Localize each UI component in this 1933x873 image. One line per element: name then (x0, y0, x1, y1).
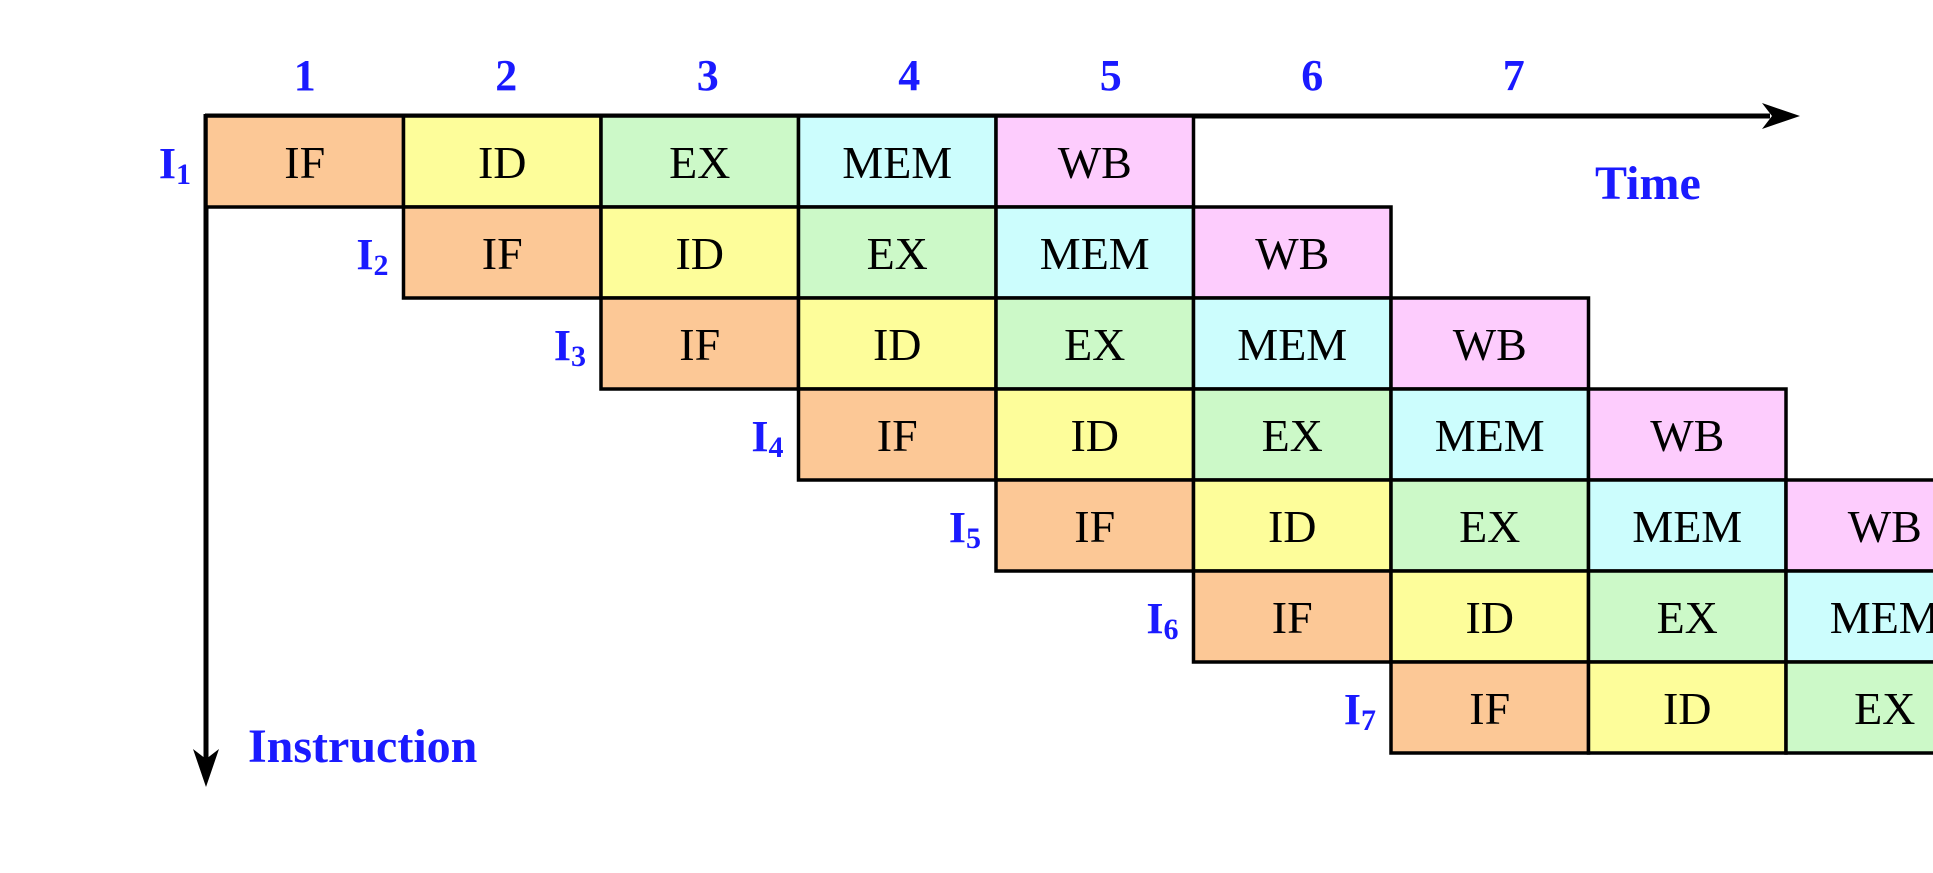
stage-box-wb (1389, 296, 1591, 391)
instruction-label: I7 (1344, 685, 1376, 737)
stage-label: EX (1657, 592, 1718, 643)
stage-box-id (1586, 660, 1788, 755)
stage-box-if (1191, 569, 1393, 664)
stage-box-wb (1784, 478, 1933, 573)
stage-label: EX (1064, 319, 1125, 370)
stage-label: IF (1272, 592, 1313, 643)
stage-label: WB (1650, 410, 1724, 461)
stage-box-mem (1191, 296, 1393, 391)
stage-box-id (599, 205, 801, 300)
stage-label: MEM (1237, 319, 1347, 370)
stage-label: WB (1058, 137, 1132, 188)
cycle-label: 6 (1301, 51, 1323, 100)
instruction-axis-arrow-icon (193, 749, 219, 787)
instruction-letter: I (1146, 594, 1163, 643)
stage-label: MEM (842, 137, 952, 188)
instruction-letter: I (949, 503, 966, 552)
stage-box-mem (1586, 478, 1788, 573)
stage-label: EX (1854, 683, 1915, 734)
instruction-row: I5 IF ID EX MEM WB (949, 478, 1933, 573)
stage-box-mem (796, 114, 998, 209)
cycle-label: 5 (1100, 51, 1122, 100)
cycle-label: 3 (697, 51, 719, 100)
instruction-letter: I (356, 230, 373, 279)
stage-box-id (401, 114, 603, 209)
stage-box-id (1389, 569, 1591, 664)
time-axis-arrow-icon (1762, 103, 1800, 129)
stage-label: IF (482, 228, 523, 279)
stage-box-wb (994, 114, 1196, 209)
instruction-index: 4 (769, 431, 784, 464)
stage-box-if (994, 478, 1196, 573)
stage-label: IF (284, 137, 325, 188)
stage-label: MEM (1830, 592, 1933, 643)
instruction-row: I6IFIDEXMEMWB (1146, 569, 1933, 664)
stage-label: IF (877, 410, 918, 461)
instruction-label: I6 (1146, 594, 1178, 646)
instruction-index: 1 (176, 158, 191, 191)
stage-box-wb (1191, 205, 1393, 300)
cycle-label: 1 (294, 51, 316, 100)
instruction-row: I7IFIDEXMEMWB (1344, 660, 1933, 755)
stage-label: ID (873, 319, 922, 370)
instruction-row: I4 IF ID EX MEM WB (751, 387, 1788, 482)
instruction-letter: I (554, 321, 571, 370)
stage-box-if (796, 387, 998, 482)
instruction-index: 6 (1164, 613, 1179, 646)
stage-label: EX (867, 228, 928, 279)
instruction-row: I2 IF ID EX MEM WB (356, 205, 1393, 300)
instruction-letter: I (1344, 685, 1361, 734)
instruction-index: 2 (374, 249, 389, 282)
instruction-row: I1 IF ID EX MEM WB (159, 114, 1196, 209)
stage-box-ex (1586, 569, 1788, 664)
cycle-label: 2 (495, 51, 517, 100)
cycle-label: 7 (1503, 51, 1525, 100)
stage-label: IF (679, 319, 720, 370)
stage-label: ID (1268, 501, 1317, 552)
stage-label: ID (1070, 410, 1119, 461)
stage-label: WB (1848, 501, 1922, 552)
stage-label: IF (1469, 683, 1510, 734)
instruction-label: I2 (356, 230, 388, 282)
instruction-label: I5 (949, 503, 981, 555)
stage-box-mem (994, 205, 1196, 300)
instruction-label: I3 (554, 321, 586, 373)
stage-label: IF (1074, 501, 1115, 552)
instruction-row: I3 IF ID EX MEM WB (554, 296, 1591, 391)
stage-label: ID (675, 228, 724, 279)
instruction-index: 7 (1361, 704, 1376, 737)
stage-label: ID (478, 137, 527, 188)
stage-label: ID (1465, 592, 1514, 643)
instruction-letter: I (751, 412, 768, 461)
instruction-axis-title: Instruction (248, 720, 477, 773)
stage-label: ID (1663, 683, 1712, 734)
stage-box-if (599, 296, 801, 391)
stage-label: EX (1262, 410, 1323, 461)
instruction-label: I1 (159, 139, 191, 191)
stage-label: MEM (1040, 228, 1150, 279)
stage-label: WB (1453, 319, 1527, 370)
instruction-label: I4 (751, 412, 783, 464)
instruction-index: 3 (571, 340, 586, 373)
stage-box-mem (1784, 569, 1933, 664)
stage-box-wb (1586, 387, 1788, 482)
stage-box-ex (994, 296, 1196, 391)
stage-label: MEM (1435, 410, 1545, 461)
stage-box-ex (1784, 660, 1933, 755)
stage-box-if (401, 205, 603, 300)
cycle-label: 4 (898, 51, 920, 100)
stage-box-ex (1191, 387, 1393, 482)
stage-label: WB (1255, 228, 1329, 279)
stage-label: EX (1459, 501, 1520, 552)
instruction-letter: I (159, 139, 176, 188)
stage-label: EX (669, 137, 730, 188)
cycle-labels: 1 2 3 4 5 6 7 (294, 51, 1525, 100)
instruction-index: 5 (966, 522, 981, 555)
time-axis-title: Time (1595, 157, 1701, 210)
stage-label: MEM (1632, 501, 1742, 552)
